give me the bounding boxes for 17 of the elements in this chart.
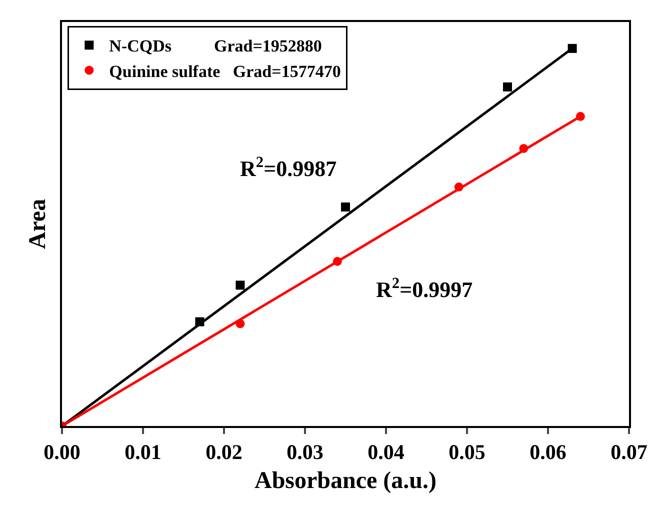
x-tick-label: 0.05 — [448, 440, 486, 464]
point — [236, 280, 245, 290]
y-axis-title: Area — [24, 198, 51, 250]
x-tick-label: 0.02 — [206, 440, 242, 464]
x-tick-label: 0.03 — [286, 440, 324, 464]
x-tick-label: 0.07 — [610, 440, 648, 464]
point — [503, 82, 512, 92]
annotation: R$^{2}$=0.9987 — [240, 154, 337, 182]
annotation: R$^{2}$=0.9997 — [376, 275, 473, 302]
x-tick-label: 0.04 — [368, 440, 405, 464]
x-tick-label: 0.01 — [124, 440, 162, 464]
legend-label: Quinine sulfate Grad=1577470 — [109, 62, 341, 81]
x-axis-title: Absorbance (a.u.) — [254, 468, 437, 494]
legend-label: N-CQDs Grad=1952880 — [109, 36, 322, 56]
x-tick-label: 0.06 — [530, 440, 566, 464]
x-tick-label: 0.00 — [44, 440, 80, 464]
point — [341, 202, 350, 212]
